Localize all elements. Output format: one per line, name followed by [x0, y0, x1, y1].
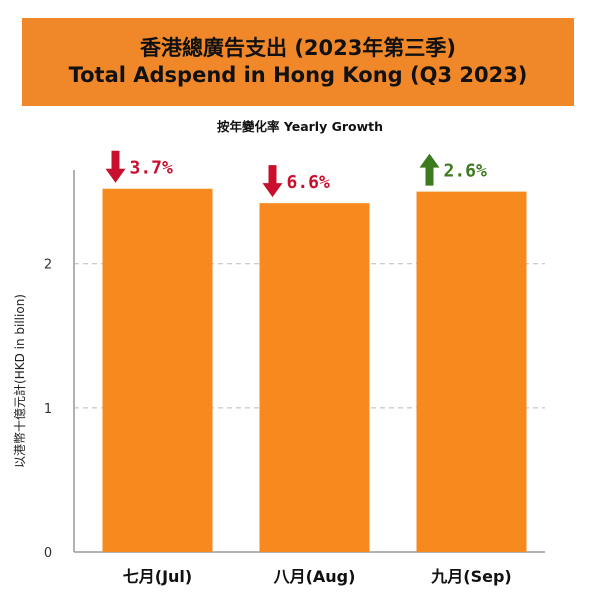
- bar: [259, 203, 370, 552]
- y-tick-label: 2: [44, 258, 52, 273]
- y-tick-label: 1: [44, 402, 52, 417]
- chart-title-english: Total Adspend in Hong Kong (Q3 2023): [68, 63, 528, 87]
- chart-subtitle: 按年變化率 Yearly Growth: [216, 119, 384, 134]
- arrow-up-icon: [419, 153, 440, 186]
- growth-up-annotation: 2.6%: [419, 153, 488, 186]
- growth-label: 6.6%: [287, 172, 331, 193]
- growth-label: 3.7%: [130, 158, 174, 179]
- growth-label: 2.6%: [444, 161, 488, 182]
- growth-down-annotation: 6.6%: [262, 165, 331, 198]
- growth-down-annotation: 3.7%: [105, 150, 174, 183]
- x-tick-label: 九月(Sep): [430, 567, 511, 586]
- chart-title-chinese: 香港總廣告支出 (2023年第三季): [140, 35, 456, 60]
- arrow-down-icon: [262, 165, 283, 198]
- x-tick-label: 八月(Aug): [273, 567, 356, 586]
- y-tick-label: 0: [44, 546, 52, 561]
- arrow-down-icon: [105, 150, 126, 183]
- title-banner: 香港總廣告支出 (2023年第三季) Total Adspend in Hong…: [22, 18, 574, 106]
- y-axis-label: 以港幣十億元計(HKD in billion): [12, 294, 27, 468]
- bar: [416, 191, 527, 553]
- x-tick-label: 七月(Jul): [123, 567, 192, 586]
- bar: [102, 188, 213, 552]
